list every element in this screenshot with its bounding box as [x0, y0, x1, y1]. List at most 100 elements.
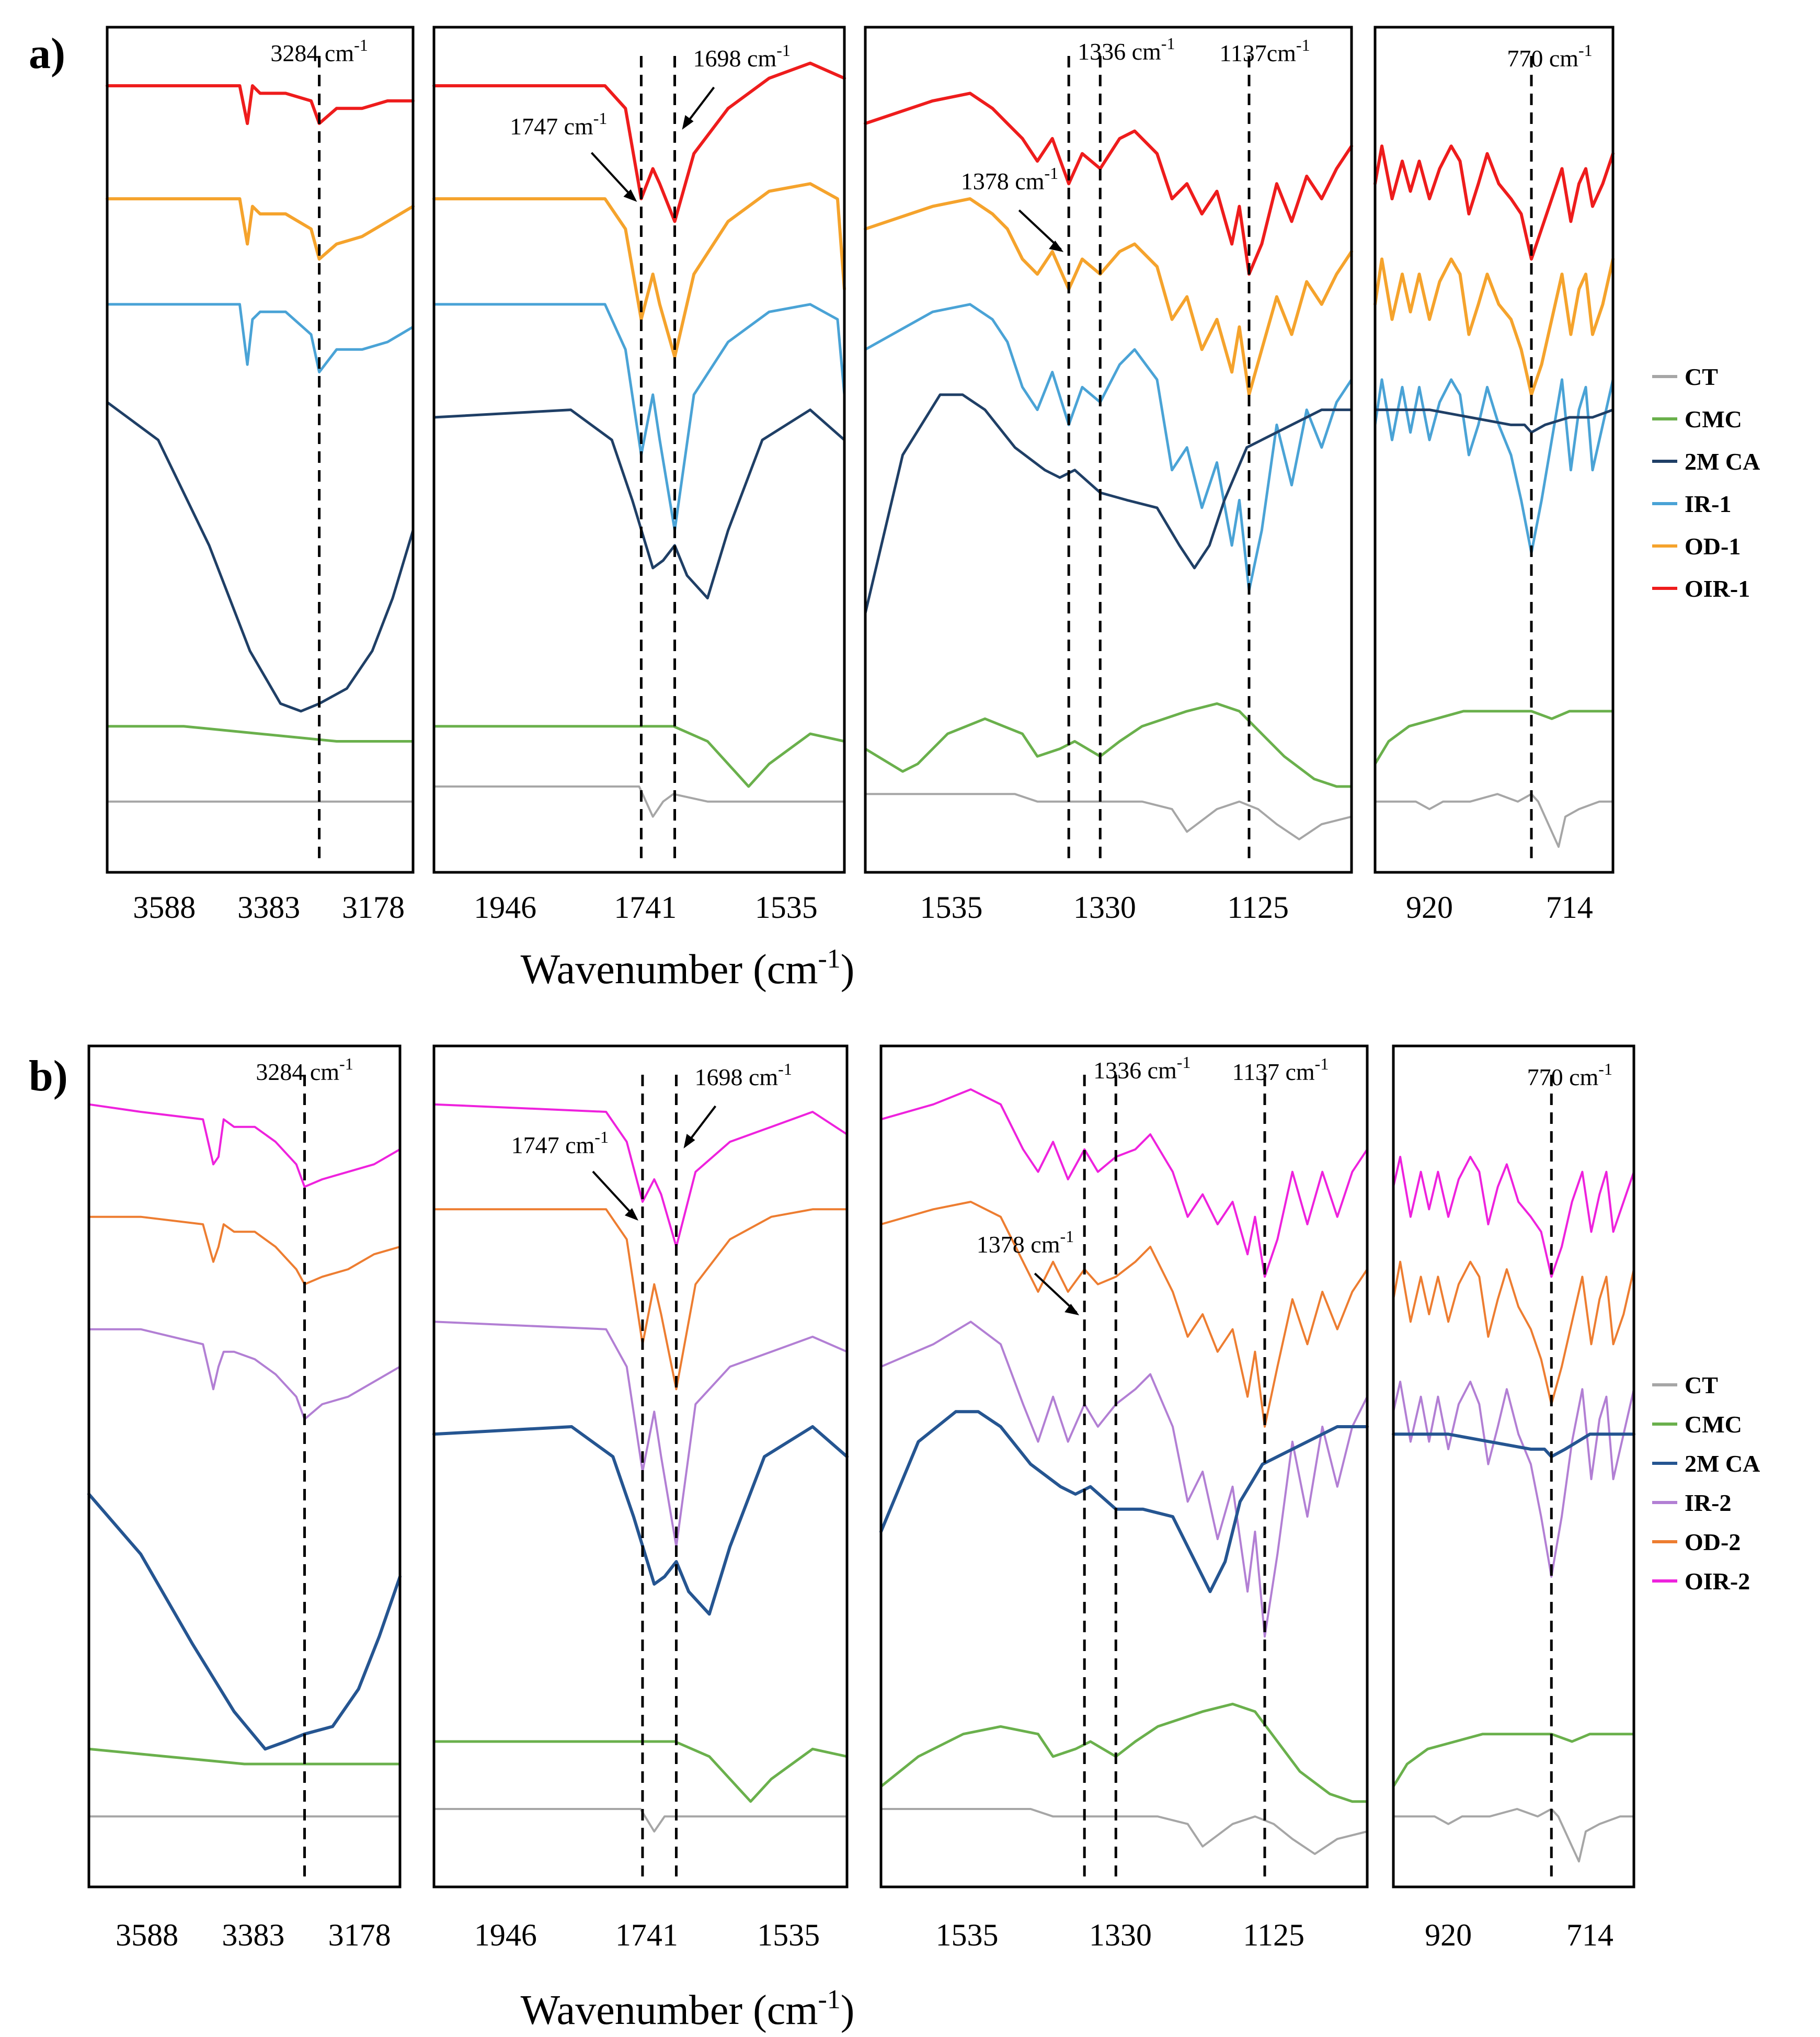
- arrowhead-1747: [624, 1208, 638, 1221]
- tick-label: 1330: [1073, 890, 1136, 925]
- legend-label-ir-1: IR-1: [1685, 491, 1731, 517]
- tick-label: 1741: [615, 1918, 678, 1952]
- subplot-a-3: 1378 cm-1 1336 cm-1 1137cm-1 1535 1330 1125: [864, 26, 1353, 925]
- subplot-frame: [87, 1044, 402, 1888]
- annotation-3284: 3284 cm-1: [256, 1054, 353, 1085]
- annotation-1747: 1747 cm-1: [510, 109, 607, 140]
- series-oir-2-b4: [1392, 1156, 1635, 1278]
- series-cmc-a2: [432, 725, 846, 788]
- series-ir-1-a2: [432, 303, 846, 532]
- panel-a: a) 3284 cm-1 3588 3383 3178 1747 cm-1 1698 cm-…: [29, 26, 1760, 925]
- series-od-2-b3: [880, 1201, 1368, 1428]
- series-ir-1-a4: [1373, 378, 1615, 554]
- subplot-b-3: 1378 cm-1 1336 cm-1 1137 cm-1 1535 1330 1125: [879, 1044, 1369, 1952]
- annotation-1336: 1336 cm-1: [1078, 34, 1175, 65]
- series-oir-2-b3: [880, 1088, 1368, 1278]
- series-ir-2-b1: [88, 1328, 401, 1420]
- subplot-frame: [106, 26, 415, 874]
- legend-label-od-1: OD-1: [1685, 533, 1741, 560]
- legend-label-cmc: CMC: [1685, 406, 1742, 433]
- annotation-770: 770 cm-1: [1507, 41, 1592, 72]
- series-od-1-a2: [432, 182, 846, 359]
- annotation-1378: 1378 cm-1: [961, 164, 1058, 195]
- series-ct-b3: [880, 1808, 1368, 1855]
- series-2m-ca-b3: [879, 1410, 1369, 1594]
- arrowhead-1378: [1064, 1304, 1080, 1315]
- arrowhead-1378: [1049, 241, 1064, 252]
- series-oir-1-a2: [432, 61, 846, 223]
- tick-label: 920: [1406, 890, 1453, 925]
- series-od-2-b2: [433, 1208, 848, 1391]
- subplot-a-1: 3284 cm-1 3588 3383 3178: [106, 26, 415, 925]
- series-2m-ca-b1: [87, 1493, 402, 1751]
- series-2m-ca-b4: [1392, 1432, 1635, 1459]
- subplot-b-4: 770 cm-1 920 714: [1392, 1044, 1635, 1952]
- subplot-frame: [864, 26, 1353, 874]
- series-2m-ca-a3: [864, 393, 1353, 615]
- series-2m-ca-b2: [432, 1425, 849, 1616]
- legend-label-2m-ca: 2M CA: [1685, 1450, 1760, 1477]
- legend-label-ct: CT: [1685, 363, 1718, 390]
- tick-label: 3178: [328, 1918, 391, 1952]
- series-ct-b4: [1392, 1808, 1635, 1863]
- tick-label: 1741: [614, 890, 677, 925]
- series-2m-ca-a2: [432, 408, 846, 600]
- x-axis-label-a: Wavenumber (cm-1): [521, 944, 855, 993]
- annotation-1336: 1336 cm-1: [1093, 1053, 1191, 1084]
- annotation-1747: 1747 cm-1: [511, 1128, 609, 1158]
- series-ct-a4: [1374, 793, 1614, 848]
- series-oir-1-a3: [864, 92, 1353, 276]
- series-od-2-b1: [88, 1215, 401, 1285]
- series-ct-a2: [433, 785, 845, 818]
- annotation-1698: 1698 cm-1: [693, 41, 791, 72]
- series-oir-1-a1: [106, 84, 415, 126]
- legend-label-oir-2: OIR-2: [1685, 1568, 1750, 1595]
- subplot-frame: [879, 1044, 1369, 1888]
- series-2m-ca-a1: [106, 401, 415, 713]
- annotation-3284: 3284 cm-1: [270, 36, 368, 66]
- annotation-1378: 1378 cm-1: [977, 1227, 1074, 1258]
- tick-label: 1535: [936, 1918, 999, 1952]
- arrowhead-1747: [623, 189, 637, 202]
- subplot-b-1: 3284 cm-1 3588 3383 3178: [87, 1044, 402, 1952]
- series-cmc-b4: [1392, 1733, 1635, 1788]
- legend-label-oir-1: OIR-1: [1685, 575, 1750, 602]
- arrow-1747: [590, 152, 636, 201]
- tick-label: 714: [1546, 890, 1593, 925]
- series-cmc-a3: [864, 702, 1353, 788]
- panel-letter-b: b): [29, 1052, 68, 1100]
- arrowhead-1698: [683, 1134, 695, 1148]
- annotation-1137: 1137cm-1: [1219, 36, 1310, 66]
- tick-label: 714: [1566, 1918, 1613, 1952]
- series-cmc-a1: [106, 725, 415, 743]
- x-axis-label-b: Wavenumber (cm-1): [521, 1985, 855, 2033]
- tick-label: 1330: [1089, 1918, 1152, 1952]
- legend-label-ir-2: IR-2: [1685, 1489, 1731, 1516]
- legend-a: CT CMC 2M CA IR-1 OD-1 OIR-1: [1652, 363, 1760, 602]
- series-cmc-a4: [1373, 710, 1615, 766]
- series-2m-ca-a4: [1373, 408, 1615, 434]
- series-oir-2-b1: [88, 1103, 401, 1188]
- legend-label-od-2: OD-2: [1685, 1529, 1741, 1555]
- tick-label: 3588: [116, 1918, 178, 1952]
- legend-label-2m-ca: 2M CA: [1685, 448, 1760, 475]
- annotation-1698: 1698 cm-1: [694, 1060, 792, 1090]
- series-ir-2-b3: [880, 1321, 1368, 1638]
- tick-label: 1946: [474, 890, 536, 925]
- arrowhead-1698: [682, 115, 694, 130]
- tick-label: 3588: [133, 890, 196, 925]
- series-od-2-b4: [1392, 1260, 1635, 1405]
- series-ct-b2: [433, 1808, 848, 1833]
- subplot-frame: [1373, 26, 1615, 874]
- legend-label-ct: CT: [1685, 1372, 1718, 1398]
- series-ir-2-b2: [433, 1321, 848, 1548]
- tick-label: 1535: [755, 890, 818, 925]
- series-od-1-a3: [864, 197, 1353, 396]
- panel-b: b) 3284 cm-1 3588 3383 3178 1747 cm-1 1698 cm-…: [29, 1044, 1760, 1952]
- subplot-a-4: 770 cm-1 920 714: [1373, 26, 1615, 925]
- series-ir-1-a3: [864, 303, 1353, 592]
- series-ir-1-a1: [106, 303, 415, 373]
- tick-label: 1125: [1227, 890, 1289, 925]
- series-ct-a3: [864, 793, 1353, 840]
- series-ir-2-b4: [1392, 1381, 1635, 1578]
